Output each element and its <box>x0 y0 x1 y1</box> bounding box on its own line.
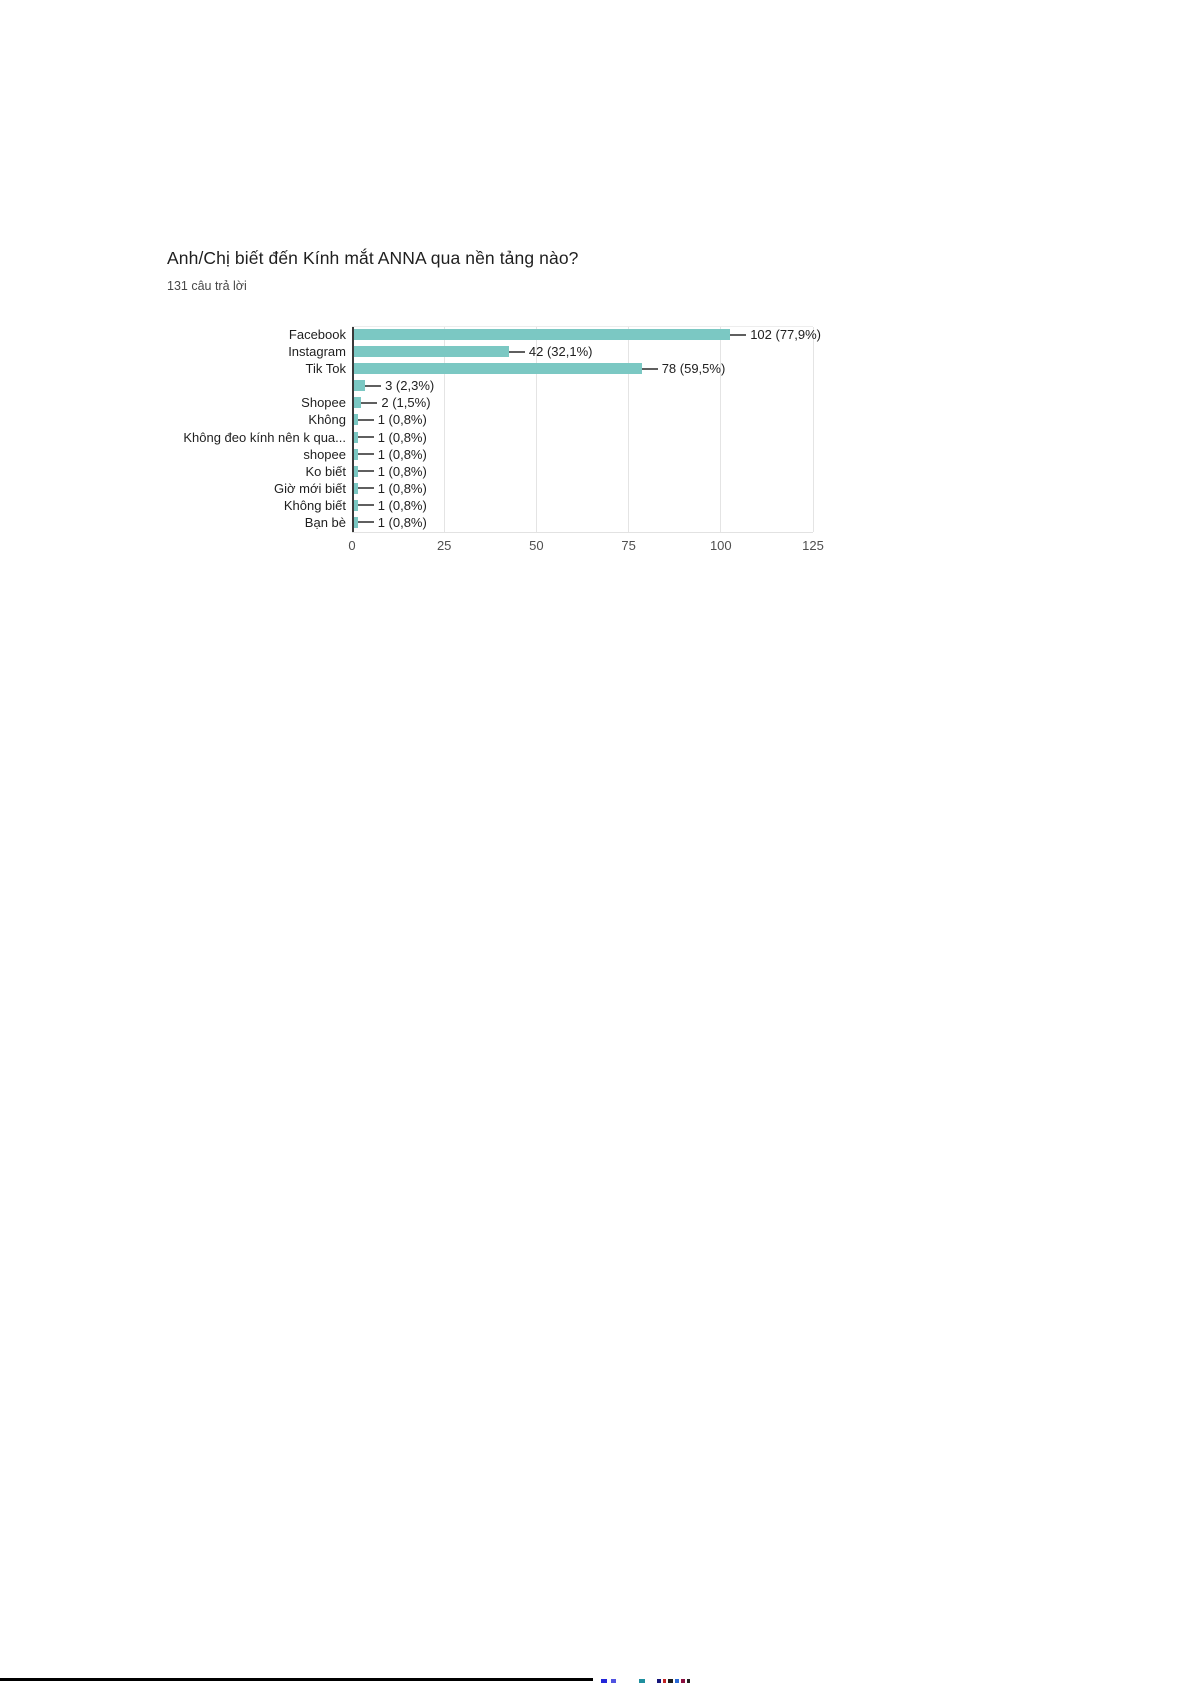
speck <box>675 1679 679 1683</box>
category-label: Tik Tok <box>305 361 346 377</box>
bar-track: 1 (0,8%) <box>354 446 888 463</box>
bar-track: 1 (0,8%) <box>354 497 888 514</box>
value-label: 1 (0,8%) <box>377 480 427 496</box>
bar <box>354 499 358 511</box>
bar-row: Không 1 (0,8%) <box>168 411 888 428</box>
bar-row: Shopee 2 (1,5%) <box>168 394 888 411</box>
bar <box>354 465 358 477</box>
speck <box>601 1679 607 1683</box>
value-connector-line <box>508 350 525 353</box>
page-break-line <box>0 1678 593 1681</box>
bar-track: 3 (2,3%) <box>354 377 888 394</box>
value-label: 42 (32,1%) <box>528 344 593 360</box>
value-connector-line <box>357 504 374 507</box>
bar-track: 78 (59,5%) <box>354 360 888 377</box>
value-label: 1 (0,8%) <box>377 412 427 428</box>
bar <box>354 516 358 528</box>
value-label: 1 (0,8%) <box>377 514 427 530</box>
value-label: 3 (2,3%) <box>385 378 435 394</box>
gridline-125 <box>812 327 814 532</box>
value-connector-line <box>357 418 374 421</box>
bar-row: shopee 1 (0,8%) <box>168 446 888 463</box>
bar-row: Tik Tok 78 (59,5%) <box>168 360 888 377</box>
x-tick-label-50: 50 <box>529 538 544 553</box>
value-connector-line <box>357 470 374 473</box>
bar <box>354 431 358 443</box>
value-connector-line <box>730 333 747 336</box>
bar-track: 1 (0,8%) <box>354 411 888 428</box>
bar-row: Instagram 42 (32,1%) <box>168 343 888 360</box>
category-label: Shopee <box>301 395 346 411</box>
question-title: Anh/Chị biết đến Kính mắt ANNA qua nền t… <box>167 248 579 268</box>
speck <box>687 1679 690 1683</box>
value-label: 2 (1,5%) <box>381 395 431 411</box>
speck <box>639 1679 645 1683</box>
bar <box>354 414 358 426</box>
value-label: 78 (59,5%) <box>661 361 726 377</box>
x-tick-label-75: 75 <box>621 538 636 553</box>
bar-track: 1 (0,8%) <box>354 480 888 497</box>
y-axis-line <box>352 327 354 532</box>
x-tick-label-100: 100 <box>709 538 732 553</box>
bar-track: 42 (32,1%) <box>354 343 888 360</box>
value-connector-line <box>357 436 374 438</box>
value-connector-line <box>357 487 374 490</box>
category-label: Không đeo kính nên k qua... <box>183 429 346 445</box>
speck <box>681 1679 685 1683</box>
value-label: 102 (77,9%) <box>750 327 822 343</box>
x-tick-label-125: 125 <box>802 538 824 553</box>
bar-track: 2 (1,5%) <box>354 394 888 411</box>
bar-row: Giờ mới biết 1 (0,8%) <box>168 480 888 497</box>
response-count: 131 câu trả lời <box>167 279 247 293</box>
value-label: 1 (0,8%) <box>377 497 427 513</box>
gridline-100 <box>720 327 722 532</box>
value-connector-line <box>357 521 374 524</box>
category-label: Không biết <box>283 497 346 513</box>
category-label: Không <box>308 412 346 428</box>
x-tick-label-0: 0 <box>348 538 356 553</box>
category-label: Facebook <box>288 327 346 343</box>
bar-track: 1 (0,8%) <box>354 428 888 445</box>
bar <box>354 448 358 460</box>
category-label: shopee <box>303 446 346 462</box>
value-label: 1 (0,8%) <box>377 446 427 462</box>
bar-row: Facebook 102 (77,9%) <box>168 326 888 343</box>
bar <box>354 346 509 358</box>
bar-row: Ko biết 1 (0,8%) <box>168 463 888 480</box>
bar <box>354 380 366 392</box>
value-connector-line <box>641 367 658 370</box>
x-tick-label-25: 25 <box>436 538 452 553</box>
bar <box>354 363 642 375</box>
value-label: 1 (0,8%) <box>377 463 427 479</box>
category-label: Bạn bè <box>304 514 346 530</box>
category-label: Ko biết <box>305 463 346 479</box>
bar-row: Không đeo kính nên k qua... 1 (0,8%) <box>168 428 888 445</box>
category-label: Giờ mới biết <box>274 480 346 496</box>
speck <box>657 1679 661 1683</box>
speck <box>611 1679 616 1683</box>
chart-plot-area: 0 25 50 75 100 125 <box>348 326 824 553</box>
bar-track: 1 (0,8%) <box>354 463 888 480</box>
gridline-50 <box>535 327 537 532</box>
gridline-25 <box>443 327 445 532</box>
value-connector-line <box>361 401 378 404</box>
value-connector-line <box>357 453 374 456</box>
value-label: 1 (0,8%) <box>377 429 427 445</box>
bar-row: Bạn bè 1 (0,8%) <box>168 514 888 531</box>
speck <box>668 1679 673 1683</box>
horizontal-bar-chart: 0 25 50 75 100 125 Facebook 102 (77,9%) Instagr… <box>168 326 888 553</box>
bar <box>354 397 362 409</box>
gridline-75 <box>628 327 630 532</box>
bar <box>354 482 358 494</box>
category-label: Instagram <box>288 344 346 360</box>
chart-rows: Facebook 102 (77,9%) Instagram 42 (32,1%) Ti… <box>168 326 888 531</box>
bar-row: Không biết 1 (0,8%) <box>168 497 888 514</box>
value-connector-line <box>365 384 382 387</box>
bar-row: 3 (2,3%) <box>168 377 888 394</box>
bar-track: 102 (77,9%) <box>354 326 888 343</box>
bar-track: 1 (0,8%) <box>354 514 888 531</box>
bar <box>354 329 731 341</box>
speck <box>663 1679 666 1683</box>
